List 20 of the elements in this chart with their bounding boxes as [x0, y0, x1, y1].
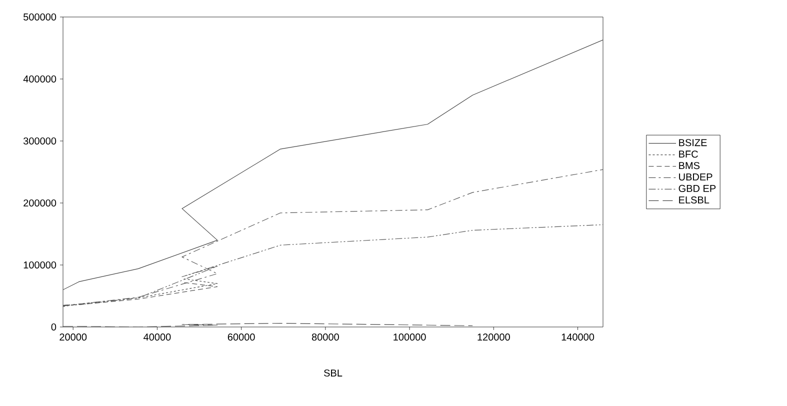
legend-label: BMS	[679, 162, 700, 170]
x-tick-label: 140000	[562, 334, 594, 341]
legend-label: GBD EP	[678, 184, 716, 192]
y-tick-label: 300000	[23, 137, 56, 145]
y-tick-label: 200000	[24, 199, 56, 207]
legend-label: ELSBL	[679, 196, 710, 204]
x-tick-label: 80000	[312, 334, 339, 341]
x-tick-label: 100000	[394, 334, 426, 341]
y-tick-label: 500000	[24, 13, 56, 21]
x-axis-title: SBL	[324, 369, 342, 377]
x-tick-label: 40000	[144, 334, 171, 341]
x-tick-label: 20000	[60, 334, 87, 341]
y-tick-label: 400000	[23, 75, 56, 83]
legend-label: UBDEP	[679, 174, 712, 181]
legend-label: BFC	[679, 150, 698, 158]
y-tick-label: 100000	[24, 261, 56, 269]
x-tick-label: 120000	[478, 334, 510, 341]
y-tick-label: 0	[51, 323, 56, 331]
x-tick-label: 60000	[228, 334, 255, 341]
legend-label: BSIZE	[679, 139, 707, 146]
